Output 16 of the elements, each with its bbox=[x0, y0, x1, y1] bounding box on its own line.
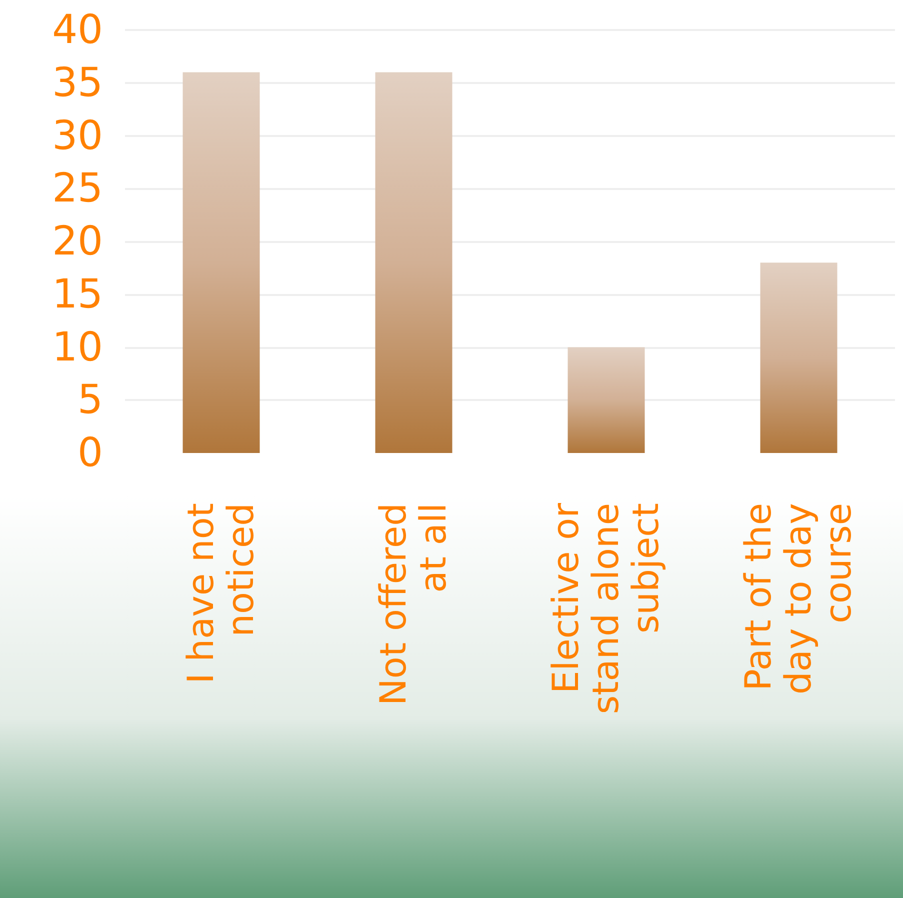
x-tick-label: Elective or stand alone subject bbox=[546, 502, 667, 714]
y-tick-label: 0 bbox=[78, 430, 103, 476]
y-tick-label: 20 bbox=[52, 218, 103, 264]
y-tick-label: 15 bbox=[52, 271, 103, 318]
x-tick-label: I have not noticed bbox=[180, 503, 262, 684]
y-tick-label: 5 bbox=[78, 377, 103, 424]
bar bbox=[568, 347, 645, 453]
y-tick-label: 30 bbox=[52, 112, 103, 159]
bar bbox=[375, 72, 452, 453]
bar bbox=[760, 262, 838, 453]
y-tick-label: 40 bbox=[52, 7, 103, 53]
y-tick-label: 25 bbox=[52, 166, 103, 212]
y-tick-label: 35 bbox=[52, 60, 103, 106]
y-tick-label: 10 bbox=[52, 324, 103, 370]
x-tick-label: Not offered at all bbox=[373, 503, 454, 706]
bar bbox=[182, 72, 260, 453]
